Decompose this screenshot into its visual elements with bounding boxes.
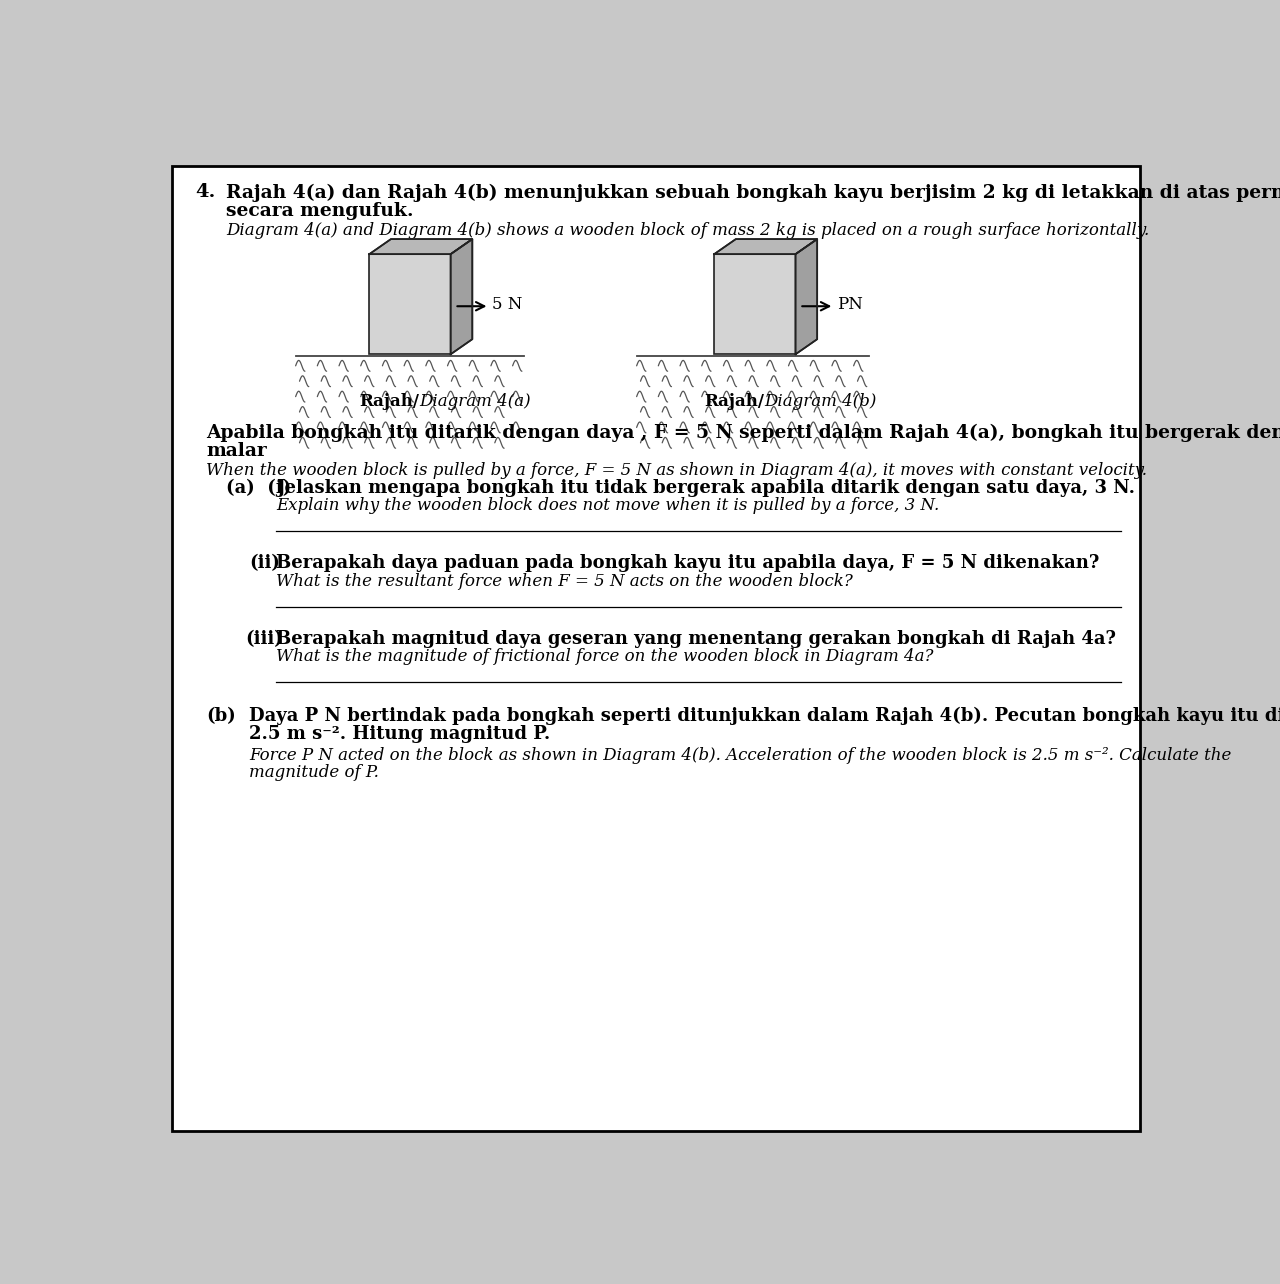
Text: 5 N: 5 N [493,297,522,313]
Text: Diagram 4(a): Diagram 4(a) [420,393,531,410]
Text: magnitude of P.: magnitude of P. [250,764,379,781]
Text: What is the magnitude of frictional force on the wooden block in Diagram 4a?: What is the magnitude of frictional forc… [276,648,933,665]
Polygon shape [369,239,472,254]
Polygon shape [451,239,472,354]
Bar [369,254,451,354]
Text: (a)  (i): (a) (i) [225,479,291,497]
Text: Rajah/: Rajah/ [360,393,420,410]
Text: malar: malar [206,442,268,460]
Text: Berapakah daya paduan pada bongkah kayu itu apabila daya, F = 5 N dikenakan?: Berapakah daya paduan pada bongkah kayu … [276,555,1100,573]
Text: secara mengufuk.: secara mengufuk. [225,202,413,220]
Text: (iii): (iii) [246,630,283,648]
Text: Rajah 4(a) dan Rajah 4(b) menunjukkan sebuah bongkah kayu berjisim 2 kg di letak: Rajah 4(a) dan Rajah 4(b) menunjukkan se… [225,184,1280,202]
Text: What is the resultant force when F = 5 N acts on the wooden block?: What is the resultant force when F = 5 N… [276,573,852,589]
Text: When the wooden block is pulled by a force, F = 5 N as shown in Diagram 4(a), it: When the wooden block is pulled by a for… [206,462,1147,479]
Text: Diagram 4(b): Diagram 4(b) [764,393,877,410]
Text: Diagram 4(a) and Diagram 4(b) shows a wooden block of mass 2 kg is placed on a r: Diagram 4(a) and Diagram 4(b) shows a wo… [225,222,1149,239]
Text: Daya P N bertindak pada bongkah seperti ditunjukkan dalam Rajah 4(b). Pecutan bo: Daya P N bertindak pada bongkah seperti … [250,707,1280,725]
Text: Jelaskan mengapa bongkah itu tidak bergerak apabila ditarik dengan satu daya, 3 : Jelaskan mengapa bongkah itu tidak berge… [276,479,1135,497]
Bar [714,254,795,354]
Polygon shape [795,239,817,354]
Text: Rajah/: Rajah/ [704,393,764,410]
Text: Apabila bongkah itu ditarik dengan daya , F = 5 N seperti dalam Rajah 4(a), bong: Apabila bongkah itu ditarik dengan daya … [206,424,1280,442]
Polygon shape [714,239,817,254]
Text: PN: PN [837,297,863,313]
Text: (b): (b) [206,707,237,725]
Text: 4.: 4. [195,184,215,202]
Text: 2.5 m s⁻². Hitung magnitud P.: 2.5 m s⁻². Hitung magnitud P. [250,725,550,743]
Text: Explain why the wooden block does not move when it is pulled by a force, 3 N.: Explain why the wooden block does not mo… [276,497,940,515]
Text: Force P N acted on the block as shown in Diagram 4(b). Acceleration of the woode: Force P N acted on the block as shown in… [250,747,1231,764]
Text: (ii): (ii) [250,555,280,573]
Text: Berapakah magnitud daya geseran yang menentang gerakan bongkah di Rajah 4a?: Berapakah magnitud daya geseran yang men… [276,630,1116,648]
